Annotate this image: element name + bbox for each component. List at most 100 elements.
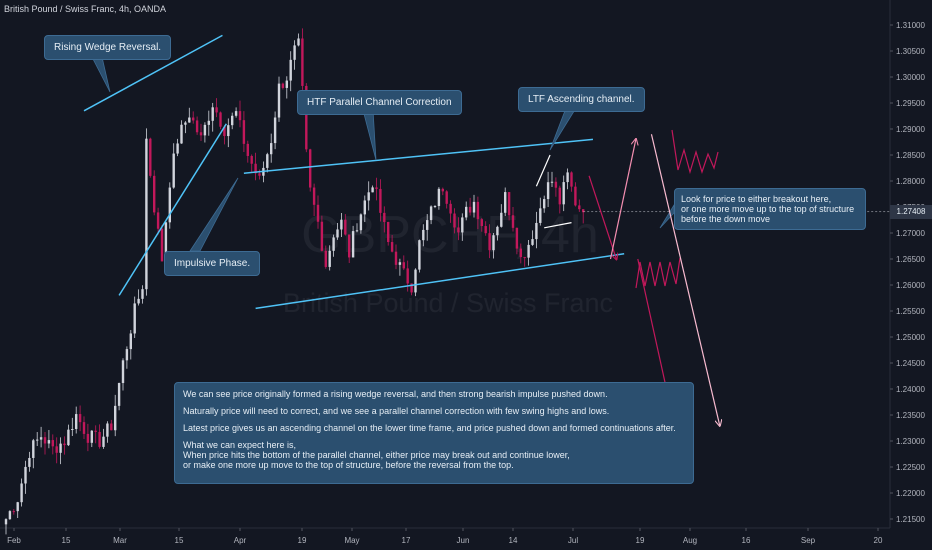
y-tick-label: 1.29500 bbox=[896, 99, 925, 108]
candle-body bbox=[55, 446, 58, 453]
candle-body bbox=[234, 111, 238, 116]
x-tick-label: 15 bbox=[175, 536, 184, 545]
y-tick-label: 1.27000 bbox=[896, 229, 925, 238]
candle-body bbox=[192, 117, 195, 121]
candle-body bbox=[129, 333, 132, 350]
candle-body bbox=[184, 122, 187, 125]
watermark-ticker: GBPCHF, 4h bbox=[301, 206, 599, 264]
candle-body bbox=[582, 209, 585, 213]
candle-body bbox=[488, 233, 491, 251]
candle-body bbox=[215, 107, 218, 113]
candle-body bbox=[43, 437, 47, 444]
x-tick-label: 19 bbox=[636, 536, 645, 545]
candle-body bbox=[59, 443, 62, 453]
candle-body bbox=[375, 187, 378, 189]
candle-body bbox=[16, 502, 19, 512]
candle-body bbox=[211, 107, 214, 121]
candle-body bbox=[558, 187, 561, 205]
candle-body bbox=[410, 283, 413, 293]
y-tick-label: 1.23500 bbox=[896, 411, 925, 420]
candle-body bbox=[453, 213, 456, 228]
candle-body bbox=[437, 188, 441, 207]
scenario-arrow-down-then-continue bbox=[588, 175, 616, 259]
candle-body bbox=[110, 423, 113, 431]
candle-body bbox=[574, 186, 577, 206]
candle-body bbox=[164, 222, 168, 262]
candle-body bbox=[445, 191, 448, 204]
analysis-paragraph: Naturally price will need to correct, an… bbox=[183, 406, 610, 416]
zigzag-upper bbox=[671, 129, 719, 175]
impulsive-phase-label: Impulsive Phase. bbox=[164, 251, 261, 276]
candle-body bbox=[340, 219, 343, 230]
analysis-line: When price hits the bottom of the parall… bbox=[183, 450, 570, 460]
candle-body bbox=[51, 440, 54, 447]
look-for-line: Look for price to either breakout here, bbox=[681, 194, 832, 204]
candle-body bbox=[484, 226, 487, 234]
look-for-note: Look for price to either breakout here, … bbox=[674, 188, 866, 230]
candle-body bbox=[277, 83, 281, 118]
candle-body bbox=[160, 228, 164, 262]
candle-body bbox=[125, 349, 129, 361]
candle-body bbox=[566, 172, 569, 183]
candle-body bbox=[422, 229, 425, 241]
candle-body bbox=[231, 115, 234, 126]
candle-body bbox=[20, 483, 23, 503]
candle-body bbox=[246, 143, 249, 156]
candle-body bbox=[465, 206, 468, 218]
candle-body bbox=[476, 201, 480, 220]
candle-body bbox=[336, 229, 339, 238]
candle-body bbox=[242, 120, 246, 144]
candle-body bbox=[394, 251, 398, 265]
zigzag-lower bbox=[635, 257, 681, 289]
candle-body bbox=[359, 214, 363, 231]
candle-body bbox=[414, 269, 417, 293]
candle-body bbox=[133, 303, 136, 334]
candle-body bbox=[4, 519, 8, 525]
candle-body bbox=[78, 414, 82, 423]
x-tick-label: Jul bbox=[568, 536, 578, 545]
candle-body bbox=[106, 423, 109, 437]
candle-body bbox=[203, 124, 207, 136]
x-tick-label: 19 bbox=[298, 536, 307, 545]
candle-body bbox=[406, 268, 409, 284]
candle-body bbox=[227, 125, 230, 137]
candle-body bbox=[418, 240, 421, 270]
candle-body bbox=[519, 248, 522, 258]
candle-body bbox=[496, 226, 499, 236]
candle-body bbox=[507, 192, 511, 216]
candle-body bbox=[457, 227, 460, 233]
candle-body bbox=[504, 192, 507, 213]
candle-body bbox=[363, 200, 366, 215]
x-tick-label: Aug bbox=[683, 536, 697, 545]
candle-body bbox=[289, 59, 292, 81]
candle-body bbox=[258, 173, 261, 176]
candle-body bbox=[472, 201, 476, 213]
y-tick-label: 1.28500 bbox=[896, 151, 925, 160]
candle-body bbox=[285, 80, 288, 88]
candle-body bbox=[223, 126, 226, 137]
candle-body bbox=[32, 440, 35, 458]
candle-body bbox=[82, 422, 86, 434]
current-price-tag: 1.27408 bbox=[890, 205, 932, 219]
candle-body bbox=[188, 117, 191, 123]
y-tick-label: 1.25000 bbox=[896, 333, 925, 342]
x-tick-label: 20 bbox=[874, 536, 883, 545]
y-tick-label: 1.26500 bbox=[896, 255, 925, 264]
y-tick-label: 1.31000 bbox=[896, 21, 925, 30]
candle-body bbox=[543, 199, 546, 209]
candle-body bbox=[355, 230, 359, 232]
x-tick-label: 15 bbox=[62, 536, 71, 545]
candle-body bbox=[301, 38, 304, 86]
candle-body bbox=[433, 206, 437, 208]
candle-body bbox=[320, 221, 324, 251]
x-tick-label: 17 bbox=[402, 536, 411, 545]
candle-body bbox=[531, 239, 534, 245]
candle-body bbox=[67, 429, 70, 446]
candle-body bbox=[176, 143, 179, 154]
scenario-arrow-move-up bbox=[609, 139, 636, 260]
trendline-wedge-lower bbox=[118, 123, 227, 296]
candle-body bbox=[121, 360, 125, 384]
y-tick-label: 1.24500 bbox=[896, 359, 925, 368]
candle-body bbox=[316, 204, 320, 222]
candle-body bbox=[379, 188, 382, 213]
